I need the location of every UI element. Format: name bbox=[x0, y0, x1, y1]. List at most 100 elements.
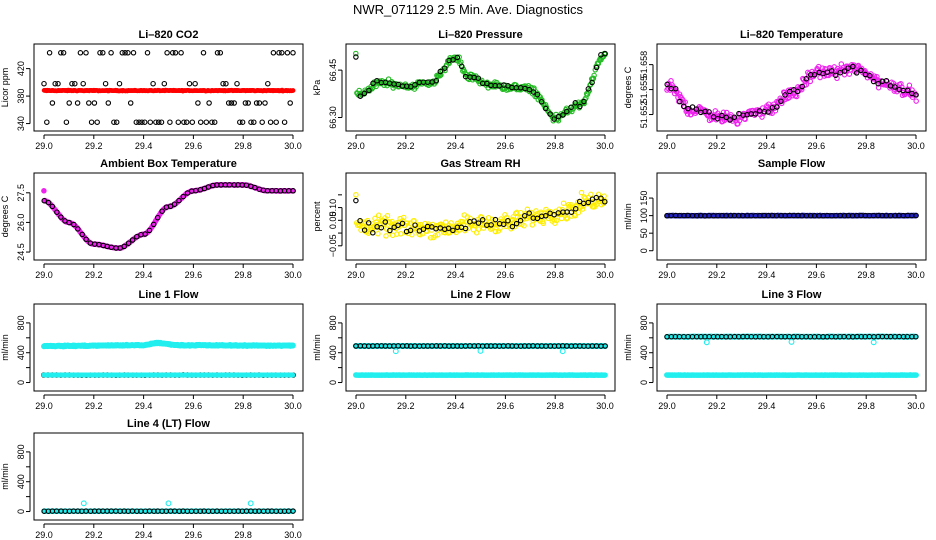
data-point bbox=[479, 217, 486, 223]
y-tick-label: 0 bbox=[639, 248, 649, 253]
data-point bbox=[284, 50, 291, 56]
plot-area bbox=[41, 500, 296, 515]
data-point bbox=[242, 100, 249, 106]
data-point bbox=[693, 106, 700, 112]
data-point bbox=[290, 88, 296, 93]
x-tick-label: 29.8 bbox=[234, 270, 252, 280]
data-point bbox=[60, 50, 67, 56]
data-point bbox=[55, 80, 61, 87]
data-point bbox=[477, 347, 484, 354]
data-point bbox=[778, 98, 784, 105]
data-point bbox=[239, 119, 246, 125]
data-point bbox=[478, 214, 485, 221]
data-point bbox=[136, 119, 142, 125]
x-tick-label: 29.2 bbox=[85, 141, 103, 151]
panel-title: Line 3 Flow bbox=[762, 289, 822, 301]
data-point bbox=[153, 119, 159, 125]
data-point bbox=[841, 213, 848, 219]
data-point bbox=[225, 100, 232, 106]
data-point bbox=[158, 119, 165, 125]
y-axis-label: ml/min bbox=[312, 334, 322, 361]
data-point bbox=[913, 212, 919, 219]
plot-frame bbox=[656, 43, 927, 132]
data-point bbox=[165, 500, 172, 507]
data-point bbox=[167, 119, 173, 125]
plot-frame bbox=[345, 43, 616, 132]
data-point bbox=[49, 100, 56, 106]
data-point bbox=[433, 77, 440, 84]
data-point bbox=[731, 114, 738, 121]
data-point bbox=[63, 119, 70, 125]
y-tick-label: −0.05 bbox=[328, 234, 338, 257]
data-point bbox=[44, 119, 50, 125]
x-tick-label: 29.8 bbox=[546, 270, 564, 280]
y-tick-label: 0.10 bbox=[328, 199, 338, 217]
data-point bbox=[602, 199, 608, 205]
data-point bbox=[442, 65, 448, 71]
data-point bbox=[799, 83, 805, 90]
data-point bbox=[119, 50, 126, 56]
data-point bbox=[542, 101, 549, 108]
data-point bbox=[176, 197, 182, 204]
data-point bbox=[572, 212, 578, 219]
data-point bbox=[521, 213, 528, 219]
data-point bbox=[384, 213, 391, 219]
data-point bbox=[171, 201, 178, 207]
data-point bbox=[388, 224, 394, 231]
data-point bbox=[176, 508, 183, 514]
panel-line3: Line 3 Flow 29.0 29.2 29.4 29.6 29.8 30.0 0 400 8… bbox=[623, 289, 927, 411]
data-point bbox=[591, 72, 597, 79]
y-tick-label: 400 bbox=[639, 345, 649, 360]
data-point bbox=[398, 231, 404, 237]
plot-area bbox=[664, 212, 919, 219]
series-colored bbox=[664, 61, 919, 127]
data-point bbox=[788, 338, 795, 345]
data-point bbox=[169, 50, 176, 56]
data-point bbox=[560, 200, 567, 206]
data-point bbox=[265, 80, 271, 87]
data-point bbox=[585, 86, 592, 92]
data-point bbox=[672, 85, 679, 92]
data-point bbox=[183, 119, 190, 125]
x-tick-label: 30.0 bbox=[284, 401, 302, 411]
data-point bbox=[870, 339, 877, 346]
data-point bbox=[564, 108, 570, 115]
x-tick-label: 29.6 bbox=[497, 141, 515, 151]
data-point bbox=[575, 209, 582, 216]
y-tick-label: 400 bbox=[16, 474, 26, 489]
data-point bbox=[526, 86, 533, 93]
data-point bbox=[580, 203, 586, 209]
data-point bbox=[412, 222, 418, 228]
series-black bbox=[41, 50, 296, 125]
data-point bbox=[69, 80, 75, 87]
data-point bbox=[389, 232, 396, 239]
data-point bbox=[399, 220, 406, 227]
data-point bbox=[279, 50, 285, 56]
data-point bbox=[116, 80, 123, 87]
data-point bbox=[568, 104, 574, 110]
data-point bbox=[146, 227, 153, 234]
data-point bbox=[370, 223, 377, 230]
data-point bbox=[365, 220, 372, 226]
data-point bbox=[66, 100, 72, 106]
series-black bbox=[664, 212, 919, 219]
y-tick-label: 0.05 bbox=[328, 212, 338, 230]
data-point bbox=[71, 221, 77, 228]
x-tick-label: 30.0 bbox=[596, 141, 614, 151]
panel-line1: Line 1 Flow 29.0 29.2 29.4 29.6 29.8 30.0 0 400 8… bbox=[0, 289, 304, 411]
data-point bbox=[526, 210, 532, 216]
series-black bbox=[664, 63, 919, 123]
data-point bbox=[828, 68, 835, 74]
data-point bbox=[245, 100, 251, 106]
data-point bbox=[203, 119, 210, 125]
panel-line4: Line 4 (LT) Flow 29.0 29.2 29.4 29.6 29.8 30.0… bbox=[0, 418, 304, 540]
plot-frame bbox=[33, 43, 304, 132]
y-tick-label: 51.655 bbox=[639, 76, 649, 104]
series-black-high bbox=[353, 343, 608, 349]
x-tick-label: 29.6 bbox=[185, 530, 203, 540]
panel-litemp: Li–820 Temperature 29.0 29.2 29.4 29.6 29.8 30… bbox=[623, 29, 927, 151]
data-point bbox=[159, 208, 165, 214]
data-point bbox=[220, 80, 226, 87]
panel-sampleflow: Sample Flow 29.0 29.2 29.4 29.6 29.8 30.0 0 50 10… bbox=[623, 158, 927, 280]
